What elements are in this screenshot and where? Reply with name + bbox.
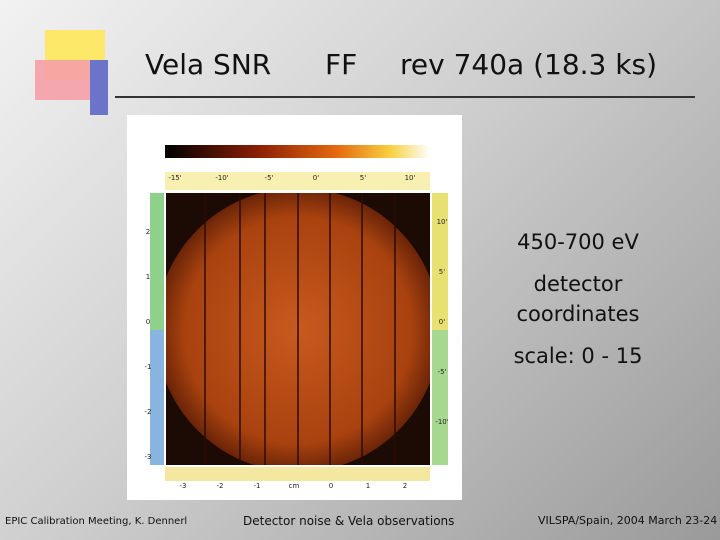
axis-label: -10'	[215, 174, 228, 182]
title-target: Vela SNR	[145, 48, 272, 81]
footer-center: Detector noise & Vela observations	[243, 514, 455, 528]
axis-label: 1	[146, 273, 150, 281]
axis-label: -2	[217, 482, 224, 490]
axis-label: -5'	[438, 368, 447, 376]
deco-square	[90, 60, 108, 115]
axis-label: -10'	[435, 418, 448, 426]
axis-label: 2	[403, 482, 407, 490]
axis-label: 5'	[360, 174, 366, 182]
title-mode: FF	[325, 48, 358, 81]
axis-label: 0'	[313, 174, 319, 182]
title-observation: rev 740a (18.3 ks)	[400, 48, 657, 81]
axis-label: -1	[145, 363, 152, 371]
axis-label: -15'	[168, 174, 181, 182]
axis-label: 0'	[439, 318, 445, 326]
axis-label: 5'	[439, 268, 445, 276]
footer-left: EPIC Calibration Meeting, K. Dennerl	[5, 516, 188, 527]
axis-label: 0	[329, 482, 333, 490]
footer-right: VILSPA/Spain, 2004 March 23-24	[538, 514, 718, 527]
axis-label: -2	[145, 408, 152, 416]
axis-label: -3	[145, 453, 152, 461]
axis-label: 0	[146, 318, 150, 326]
axis-label: 1	[366, 482, 370, 490]
axis-label: 10'	[405, 174, 416, 182]
annotation: detector	[533, 272, 623, 296]
axis-label: 10'	[437, 218, 448, 226]
axis-label: -5'	[265, 174, 274, 182]
axis-label: -1	[254, 482, 261, 490]
energy-band: 450-700 eV	[517, 230, 639, 254]
axis-label: -3	[180, 482, 187, 490]
axis-label: 2	[146, 228, 150, 236]
deco-square	[35, 60, 90, 100]
detector-image: -15' -10' -5' 0' 5' 10' 10' 5' 0' -5' -10' 2 1 0 -1 -2 -…	[127, 115, 462, 500]
scale-note: scale: 0 - 15	[513, 344, 643, 368]
annotation: coordinates	[516, 302, 640, 326]
axis-label: cm	[289, 482, 300, 490]
